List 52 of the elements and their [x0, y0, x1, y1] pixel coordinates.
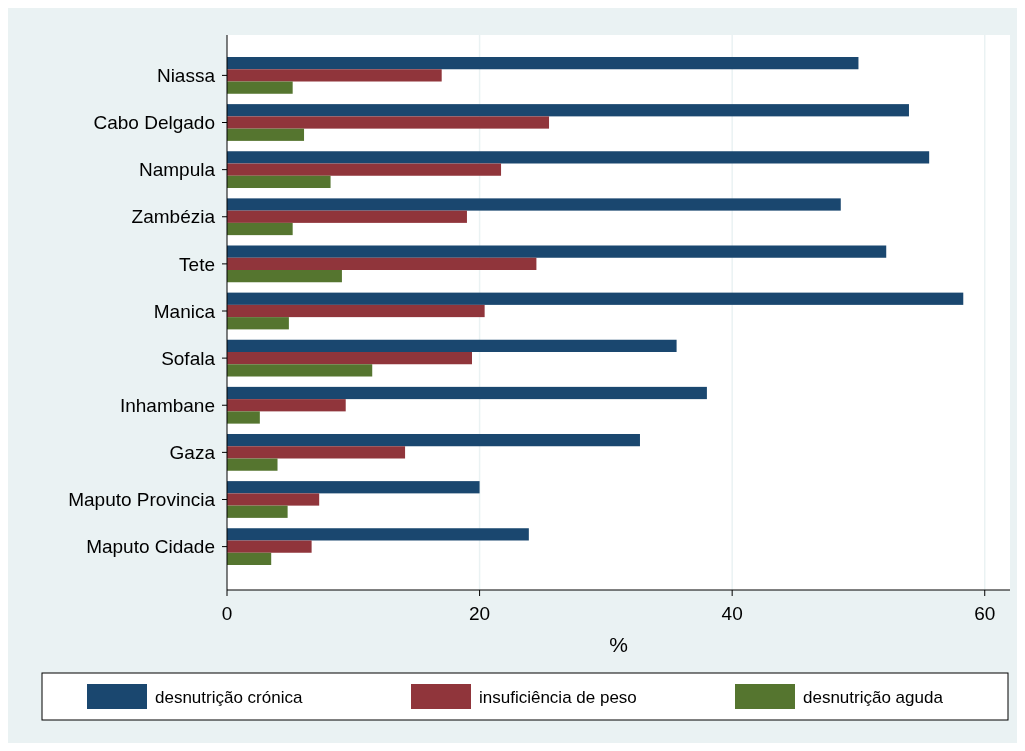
- bar: [227, 151, 930, 164]
- bar: [227, 270, 342, 283]
- bar: [227, 552, 272, 565]
- bar: [227, 222, 293, 236]
- x-tick-label: 0: [221, 603, 233, 624]
- bar: [227, 292, 964, 305]
- x-axis-title: %: [609, 633, 628, 656]
- bar: [227, 339, 677, 352]
- y-tick-label: Cabo Delgado: [93, 112, 215, 134]
- bar: [227, 210, 467, 223]
- x-tick-label: 20: [469, 603, 491, 624]
- y-tick-label: Tete: [179, 253, 215, 275]
- bar: [227, 81, 293, 94]
- bar: [227, 493, 320, 506]
- y-tick-label: Maputo Cidade: [86, 536, 215, 558]
- bar: [227, 175, 331, 189]
- y-tick-label: Zambézia: [131, 206, 216, 228]
- y-tick-label: Sofala: [161, 347, 216, 369]
- y-tick-label: Gaza: [169, 442, 216, 464]
- bar: [227, 446, 406, 459]
- bar: [227, 257, 537, 270]
- legend-label: desnutrição aguda: [803, 687, 944, 707]
- bar: [227, 540, 312, 553]
- y-tick-label: Niassa: [156, 65, 216, 87]
- x-tick-label: 40: [721, 603, 743, 624]
- y-tick-label: Inhambane: [119, 394, 215, 416]
- bar: [227, 364, 373, 377]
- bar: [227, 198, 841, 211]
- bar: [227, 304, 485, 318]
- bar: [227, 317, 289, 330]
- bar: [227, 116, 550, 129]
- bar: [227, 411, 260, 424]
- bar: [227, 128, 305, 141]
- bar: [227, 57, 859, 70]
- bar: [227, 505, 288, 518]
- bar: [227, 104, 909, 117]
- legend-label: insuficiência de peso: [479, 687, 637, 707]
- bar: [227, 528, 529, 541]
- y-tick-label: Maputo Provincia: [68, 489, 216, 511]
- bar: [227, 386, 707, 400]
- bar: [227, 352, 472, 365]
- bar: [227, 245, 887, 258]
- bar: [227, 69, 442, 82]
- legend-label: desnutrição crónica: [155, 687, 303, 707]
- y-tick-label: Manica: [153, 300, 216, 322]
- bar: [227, 481, 480, 494]
- y-tick-label: Nampula: [138, 159, 216, 181]
- bar: [227, 458, 278, 471]
- x-tick-label: 60: [974, 603, 996, 624]
- bar: [227, 163, 502, 176]
- bar: [227, 399, 346, 412]
- bar: [227, 433, 640, 447]
